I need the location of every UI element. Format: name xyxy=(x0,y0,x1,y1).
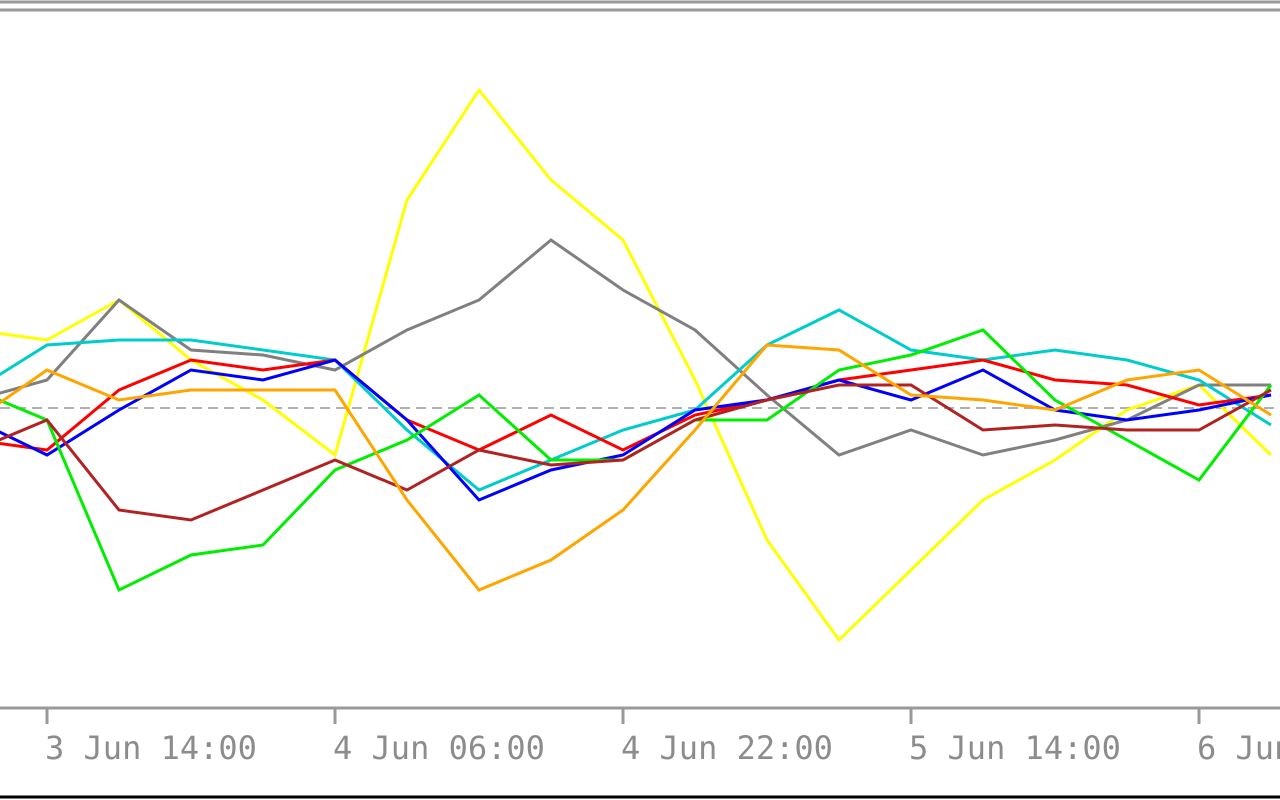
x-tick-label: 4 Jun 22:00 xyxy=(621,729,833,767)
series-line xyxy=(0,308,1272,492)
x-tick-label: 5 Jun 14:00 xyxy=(909,729,1121,767)
x-tick-label: 3 Jun 14:00 xyxy=(45,729,257,767)
series-line xyxy=(0,358,1272,452)
series-line xyxy=(0,238,1271,457)
x-tick-label: 6 Jun 06:00 xyxy=(1197,729,1280,767)
series-line xyxy=(0,343,1272,592)
plot-area xyxy=(0,87,1280,643)
series-line xyxy=(0,383,1272,522)
x-tick-label: 4 Jun 06:00 xyxy=(333,729,545,767)
